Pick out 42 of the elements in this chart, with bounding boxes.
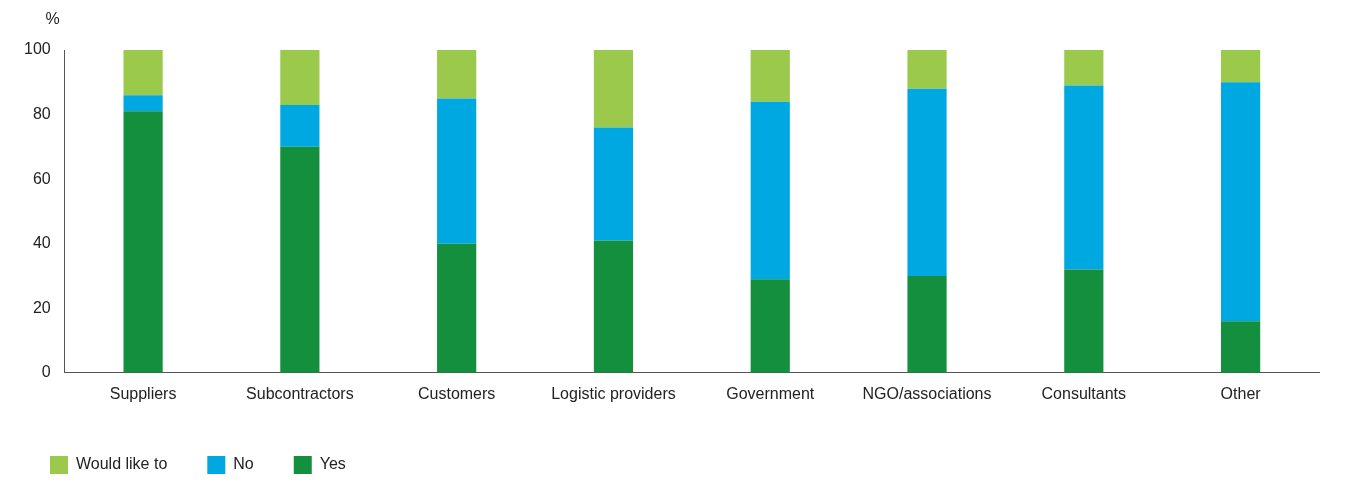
y-tick-label: 0	[41, 363, 51, 381]
bar	[437, 50, 477, 99]
bar	[123, 111, 163, 373]
bar	[123, 50, 163, 96]
bar	[1221, 321, 1261, 373]
legend-label: No	[233, 455, 254, 473]
x-tick-label: Subcontractors	[246, 384, 354, 402]
x-tick-label: Suppliers	[109, 384, 177, 402]
y-tick-label: 60	[32, 169, 51, 187]
y-tick-label: 100	[23, 40, 51, 58]
bar	[907, 50, 947, 89]
bar	[280, 50, 320, 105]
y-tick-label: 40	[32, 234, 51, 252]
legend-label: Yes	[319, 455, 346, 473]
bar	[1064, 50, 1104, 86]
bar	[1064, 85, 1104, 270]
bar	[1221, 50, 1261, 83]
x-tick-label: Other	[1220, 384, 1262, 402]
bar	[593, 127, 634, 241]
bar	[437, 98, 477, 244]
x-tick-label: Logistic providers	[551, 384, 676, 402]
bar	[907, 275, 947, 373]
bar	[437, 243, 477, 373]
bar	[593, 50, 634, 128]
bar	[750, 50, 790, 102]
bar	[1221, 82, 1261, 322]
legend-label: Would like to	[76, 455, 168, 473]
bar	[1064, 269, 1104, 373]
x-tick-label: Consultants	[1041, 384, 1127, 402]
x-tick-label: NGO/associations	[862, 384, 992, 402]
bar	[123, 95, 163, 112]
y-axis-title: %	[45, 10, 60, 28]
bar	[593, 240, 634, 373]
bar	[750, 279, 790, 373]
x-tick-label: Government	[726, 384, 815, 402]
bar	[280, 104, 320, 147]
bar	[907, 88, 947, 276]
y-tick-label: 80	[32, 104, 51, 122]
x-tick-label: Customers	[417, 384, 496, 402]
bar	[280, 146, 320, 373]
y-tick-label: 20	[32, 298, 51, 316]
bar	[750, 101, 790, 280]
